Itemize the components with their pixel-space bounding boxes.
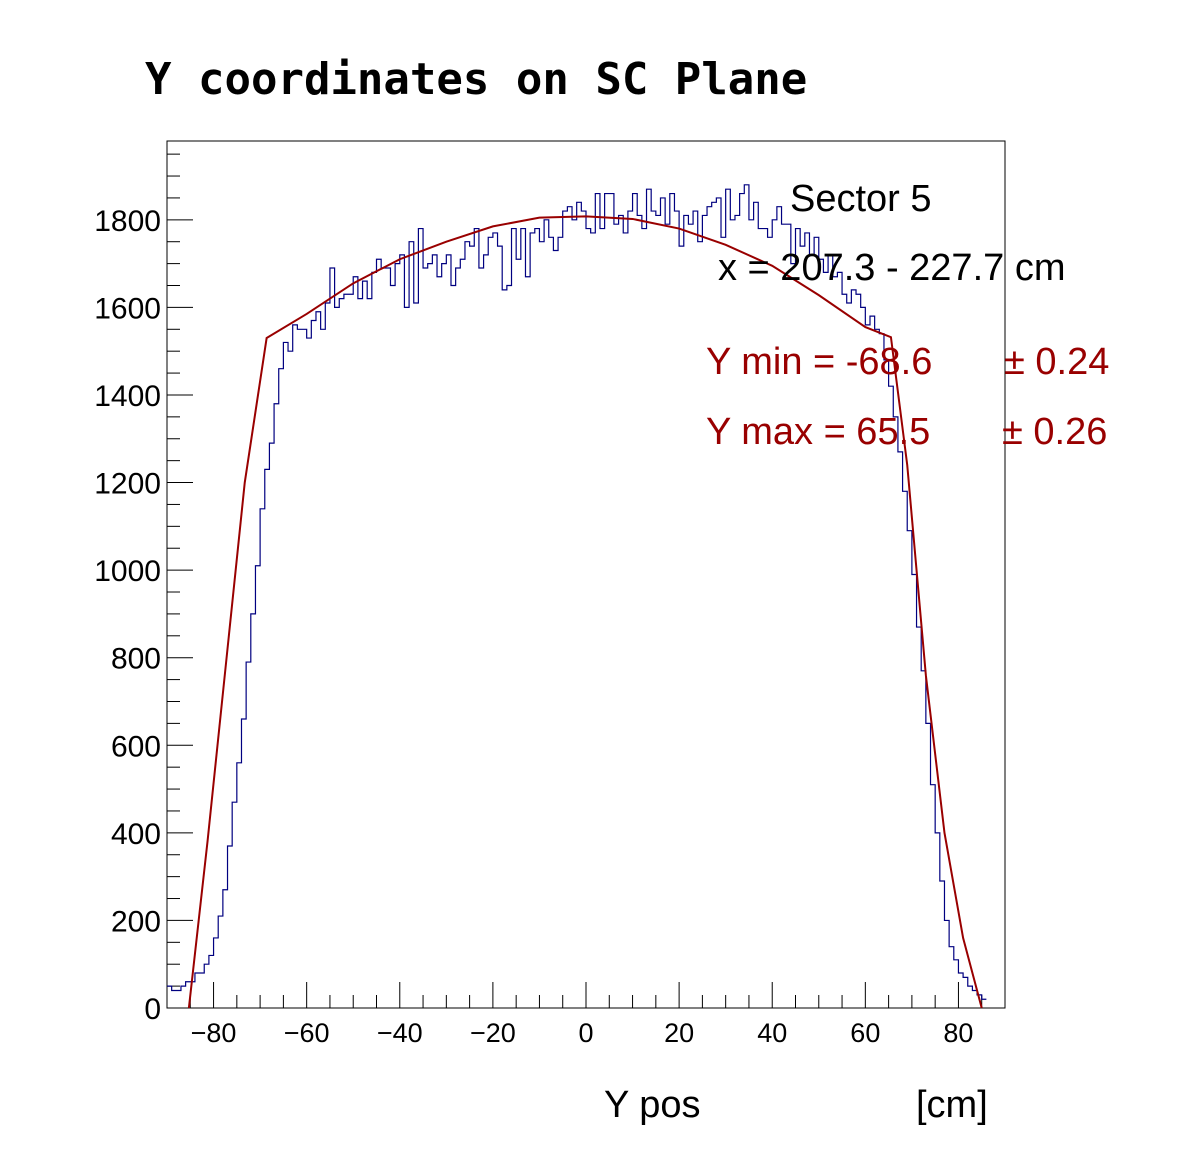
y-tick-label: 600: [111, 730, 161, 763]
sector-label: Sector 5: [790, 178, 932, 220]
fit-series: [187, 215, 983, 1009]
y-tick-label: 1000: [94, 555, 161, 588]
chart-title: Y coordinates on SC Plane: [145, 54, 807, 105]
series-layer: [167, 184, 987, 1009]
histogram-series: [167, 184, 987, 1000]
ymax-label: Y max = 65.5: [706, 411, 930, 453]
x-range-label: x = 207.3 - 227.7 cm: [718, 247, 1065, 289]
x-axis-label: Y pos: [604, 1084, 700, 1126]
x-tick-label: 80: [943, 1018, 973, 1048]
x-tick-label: −40: [377, 1018, 423, 1048]
ymax-error: ± 0.26: [1002, 411, 1107, 453]
x-tick-label: −60: [284, 1018, 330, 1048]
histogram-outline: [167, 184, 987, 1000]
y-tick-label: 1800: [94, 205, 161, 238]
x-tick-label: 20: [664, 1018, 694, 1048]
x-axis: −80 −60 −40 −20 0 20 40 60 80: [166, 982, 1006, 1048]
ymin-label: Y min = -68.6: [706, 341, 932, 383]
y-tick-label: 1200: [94, 468, 161, 501]
y-tick-label: 800: [111, 643, 161, 676]
ymin-error: ± 0.24: [1004, 341, 1109, 383]
x-tick-label: 0: [578, 1018, 593, 1048]
x-axis-unit: [cm]: [916, 1084, 988, 1126]
y-tick-label: 0: [144, 993, 161, 1026]
x-tick-label: −80: [191, 1018, 237, 1048]
y-tick-label: 1600: [94, 292, 161, 325]
fit-line: [187, 215, 983, 1009]
y-tick-label: 400: [111, 818, 161, 851]
y-tick-label: 200: [111, 905, 161, 938]
y-axis: 0 200 400 600 800 1000 1200 1400 1600 1800: [94, 153, 193, 1026]
x-tick-label: 60: [850, 1018, 880, 1048]
x-tick-label: −20: [470, 1018, 516, 1048]
x-tick-label: 40: [757, 1018, 787, 1048]
y-tick-label: 1400: [94, 380, 161, 413]
